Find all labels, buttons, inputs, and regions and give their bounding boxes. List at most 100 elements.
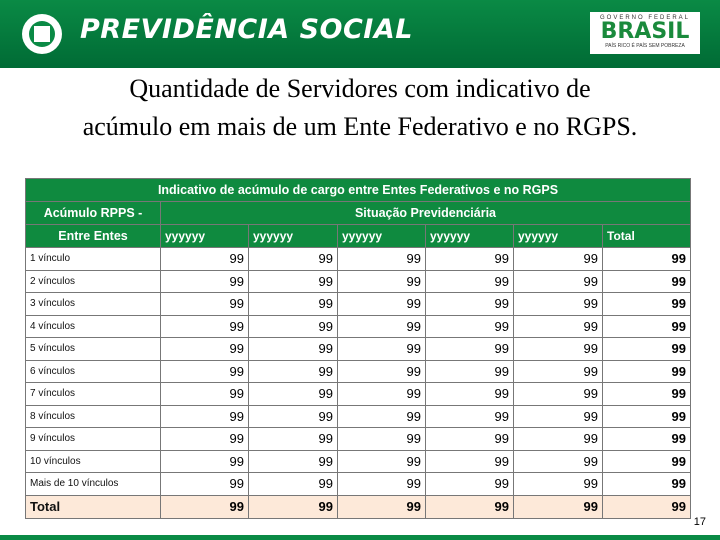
cell: 99 [337,404,426,428]
cell: 99 [425,292,514,316]
cell: 99 [425,494,514,519]
row-label: 4 vínculos [25,314,161,338]
table-row: 8 vínculos 99 99 99 99 99 99 [25,404,691,428]
cell: 99 [602,427,691,451]
cell: 99 [160,494,249,519]
cell: 99 [602,337,691,361]
cell: 99 [248,449,338,473]
cell: 99 [513,494,603,519]
cell: 99 [337,314,426,338]
table-row: 7 vínculos 99 99 99 99 99 99 [25,382,691,406]
cell: 99 [248,472,338,496]
cell: 99 [425,314,514,338]
cell: 99 [337,247,426,271]
table-row: 3 vínculos 99 99 99 99 99 99 [25,292,691,316]
cell: 99 [337,494,426,519]
cell: 99 [160,449,249,473]
cell: 99 [337,449,426,473]
row-label: 5 vínculos [25,337,161,361]
cell: 99 [425,337,514,361]
row-label: Total [25,494,161,519]
cell: 99 [513,427,603,451]
cell: 99 [513,472,603,496]
page-number: 17 [693,516,706,528]
cell: 99 [425,427,514,451]
cell: 99 [425,359,514,383]
column-header: yyyyyy [160,224,249,248]
gov-logo-text: BRASIL [600,19,690,44]
cell: 99 [160,292,249,316]
row-label: 8 vínculos [25,404,161,428]
cell: 99 [248,382,338,406]
cell: 99 [513,382,603,406]
table: Indicativo de acúmulo de cargo entre Ent… [25,178,691,519]
column-header: Total [602,224,691,248]
cell: 99 [248,292,338,316]
cell: 99 [602,269,691,293]
column-header: yyyyyy [248,224,338,248]
column-header: yyyyyy [425,224,514,248]
row-label: 9 vínculos [25,427,161,451]
cell: 99 [602,404,691,428]
cell: 99 [513,269,603,293]
cell: 99 [160,337,249,361]
table-row: Mais de 10 vínculos 99 99 99 99 99 99 [25,472,691,496]
cell: 99 [248,314,338,338]
row-label: 3 vínculos [25,292,161,316]
title-line: Quantidade de Servidores com indicativo … [129,74,591,103]
cell: 99 [602,314,691,338]
table-row: 1 vínculo 99 99 99 99 99 99 [25,247,691,271]
table-row: 10 vínculos 99 99 99 99 99 99 [25,449,691,473]
cell: 99 [160,314,249,338]
cell: 99 [513,314,603,338]
row-label: 7 vínculos [25,382,161,406]
cell: 99 [425,269,514,293]
cell: 99 [248,269,338,293]
cell: 99 [160,472,249,496]
cell: 99 [160,269,249,293]
row-label: Mais de 10 vínculos [25,472,161,496]
title-line: acúmulo em mais de um Ente Federativo e … [82,112,638,141]
footer-band [0,535,720,540]
cell: 99 [602,494,691,519]
cell: 99 [602,472,691,496]
cell: 99 [513,337,603,361]
table-row: 5 vínculos 99 99 99 99 99 99 [25,337,691,361]
cell: 99 [337,292,426,316]
cell: 99 [160,404,249,428]
table-row: 6 vínculos 99 99 99 99 99 99 [25,359,691,383]
gov-logo: GOVERNO FEDERAL BRASIL PAÍS RICO É PAÍS … [590,12,700,54]
table-row: Acúmulo RPPS - Situação Previdenciária [25,201,691,225]
gov-slogan: PAÍS RICO É PAÍS SEM POBREZA [605,43,685,49]
cell: 99 [337,359,426,383]
table-row: 4 vínculos 99 99 99 99 99 99 [25,314,691,338]
row-label: 1 vínculo [25,247,161,271]
cell: 99 [425,404,514,428]
cell: 99 [160,247,249,271]
cell: 99 [425,247,514,271]
logo [22,14,62,54]
cell: 99 [602,382,691,406]
cell: 99 [337,472,426,496]
cell: 99 [425,382,514,406]
cell: 99 [248,427,338,451]
cell: 99 [513,449,603,473]
table-row: Indicativo de acúmulo de cargo entre Ent… [25,178,691,202]
row-label: 2 vínculos [25,269,161,293]
gov-top: GOVERNO FEDERAL [599,15,690,21]
header-band: PREVIDÊNCIA SOCIAL GOVERNO FEDERAL BRASI… [0,0,720,68]
table-row: 9 vínculos 99 99 99 99 99 99 [25,427,691,451]
cell: 99 [248,247,338,271]
table-row: 2 vínculos 99 99 99 99 99 99 [25,269,691,293]
cell: 99 [160,427,249,451]
brand: PREVIDÊNCIA SOCIAL [80,14,413,45]
cell: 99 [602,359,691,383]
cell: 99 [248,494,338,519]
cell: 99 [513,292,603,316]
title: Quantidade de Servidores com indicativo … [0,70,720,146]
cell: 99 [602,449,691,473]
table-row: Total 99 99 99 99 99 99 [25,494,691,519]
table-caption: Indicativo de acúmulo de cargo entre Ent… [25,178,691,202]
cell: 99 [248,404,338,428]
